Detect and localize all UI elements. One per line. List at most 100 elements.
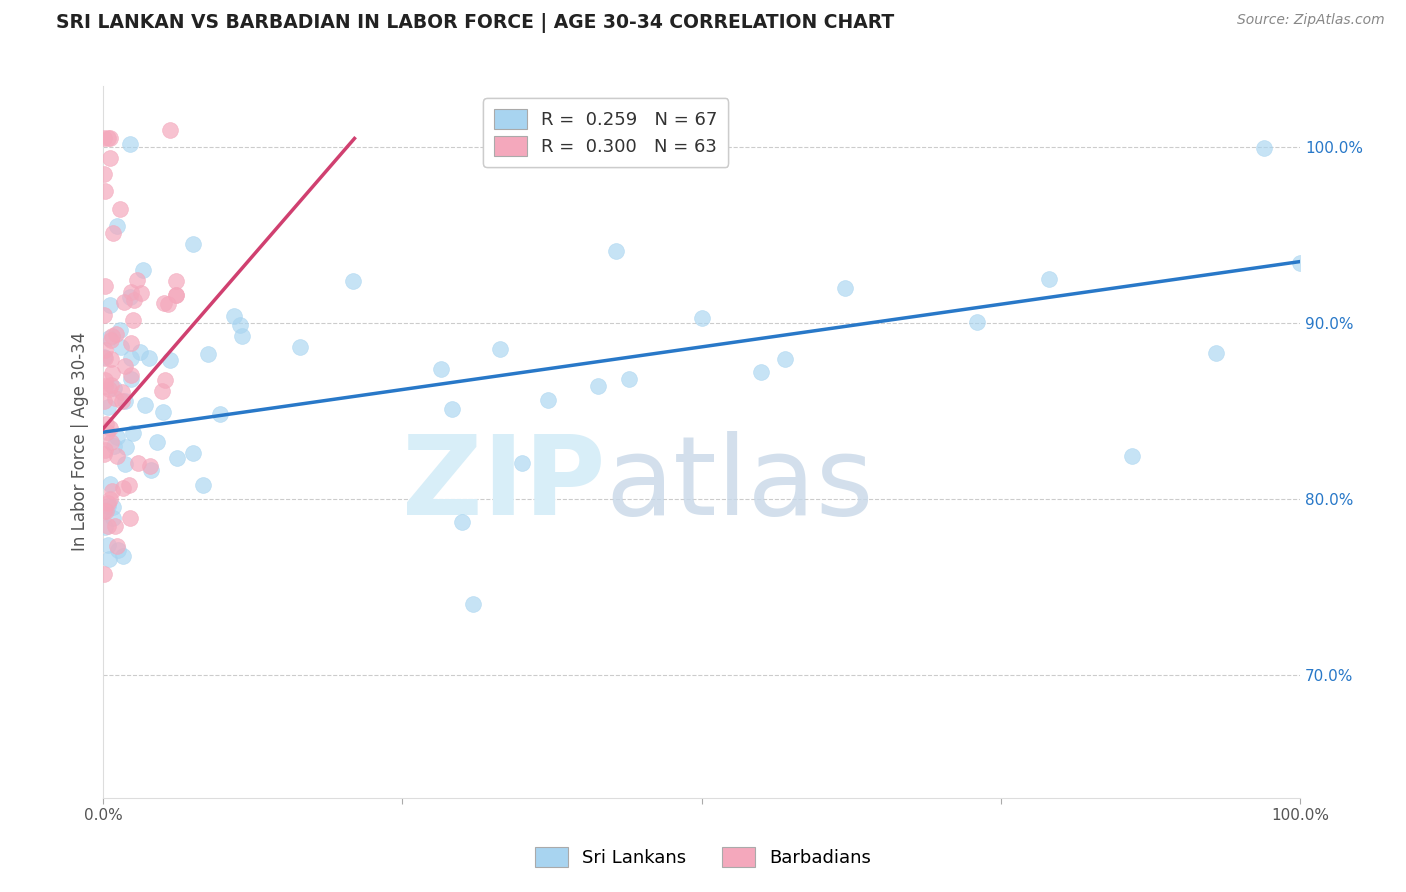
- Point: [342, 274, 364, 288]
- Point: [290, 340, 312, 354]
- Point: [105, 430, 128, 444]
- Point: [165, 288, 187, 302]
- Point: [429, 362, 451, 376]
- Point: [159, 352, 181, 367]
- Point: [111, 549, 134, 563]
- Point: [165, 275, 187, 289]
- Point: [98, 151, 121, 165]
- Point: [193, 477, 215, 491]
- Point: [120, 368, 142, 383]
- Point: [111, 394, 134, 409]
- Point: [118, 477, 141, 491]
- Point: [129, 285, 152, 300]
- Point: [97, 131, 120, 145]
- Point: [489, 342, 512, 356]
- Point: [138, 351, 160, 366]
- Point: [94, 520, 117, 534]
- Y-axis label: In Labor Force | Age 30-34: In Labor Force | Age 30-34: [72, 332, 89, 551]
- Point: [834, 281, 856, 295]
- Point: [197, 346, 219, 360]
- Point: [94, 343, 117, 358]
- Point: [114, 359, 136, 374]
- Text: SRI LANKAN VS BARBADIAN IN LABOR FORCE | AGE 30-34 CORRELATION CHART: SRI LANKAN VS BARBADIAN IN LABOR FORCE |…: [56, 13, 894, 33]
- Point: [139, 463, 162, 477]
- Point: [96, 504, 118, 518]
- Point: [104, 391, 127, 405]
- Point: [122, 313, 145, 327]
- Point: [1205, 346, 1227, 360]
- Point: [120, 511, 142, 525]
- Point: [153, 373, 176, 387]
- Point: [122, 293, 145, 308]
- Point: [98, 131, 121, 145]
- Point: [97, 495, 120, 509]
- Point: [690, 310, 713, 325]
- Point: [94, 417, 117, 432]
- Point: [120, 285, 142, 299]
- Point: [121, 426, 143, 441]
- Legend: R =  0.259   N = 67, R =  0.300   N = 63: R = 0.259 N = 67, R = 0.300 N = 63: [484, 98, 728, 167]
- Point: [100, 366, 122, 380]
- Point: [440, 401, 463, 416]
- Point: [101, 328, 124, 343]
- Point: [110, 341, 132, 355]
- Point: [463, 597, 485, 611]
- Point: [139, 458, 162, 473]
- Point: [1038, 272, 1060, 286]
- Point: [103, 439, 125, 453]
- Point: [103, 500, 125, 514]
- Point: [98, 551, 121, 566]
- Point: [97, 519, 120, 533]
- Point: [105, 326, 128, 341]
- Point: [98, 492, 121, 507]
- Point: [775, 352, 797, 367]
- Point: [94, 373, 117, 387]
- Point: [93, 567, 115, 582]
- Point: [1121, 449, 1143, 463]
- Point: [93, 502, 115, 516]
- Point: [125, 272, 148, 286]
- Point: [536, 392, 558, 407]
- Point: [120, 351, 142, 365]
- Text: atlas: atlas: [606, 431, 875, 538]
- Point: [605, 244, 627, 259]
- Point: [93, 131, 115, 145]
- Point: [134, 398, 156, 412]
- Point: [181, 237, 204, 252]
- Point: [103, 227, 125, 241]
- Point: [152, 405, 174, 419]
- Point: [96, 425, 118, 439]
- Point: [112, 295, 135, 310]
- Point: [145, 435, 167, 450]
- Point: [159, 122, 181, 136]
- Text: Source: ZipAtlas.com: Source: ZipAtlas.com: [1237, 13, 1385, 28]
- Point: [181, 446, 204, 460]
- Point: [107, 542, 129, 557]
- Point: [129, 345, 152, 359]
- Point: [110, 202, 132, 216]
- Point: [98, 331, 121, 345]
- Point: [100, 333, 122, 347]
- Point: [152, 296, 174, 310]
- Point: [101, 483, 124, 498]
- Point: [103, 511, 125, 525]
- Point: [93, 167, 115, 181]
- Point: [120, 335, 142, 350]
- Point: [617, 372, 640, 386]
- Point: [131, 263, 153, 277]
- Point: [166, 450, 188, 465]
- Point: [156, 297, 179, 311]
- Point: [103, 381, 125, 395]
- Text: ZIP: ZIP: [402, 431, 606, 538]
- Point: [224, 309, 246, 323]
- Point: [100, 377, 122, 392]
- Point: [104, 518, 127, 533]
- Point: [510, 456, 533, 470]
- Point: [111, 384, 134, 399]
- Point: [105, 219, 128, 234]
- Point: [1253, 141, 1275, 155]
- Point: [94, 379, 117, 393]
- Point: [94, 184, 117, 198]
- Point: [93, 279, 115, 293]
- Point: [231, 329, 253, 343]
